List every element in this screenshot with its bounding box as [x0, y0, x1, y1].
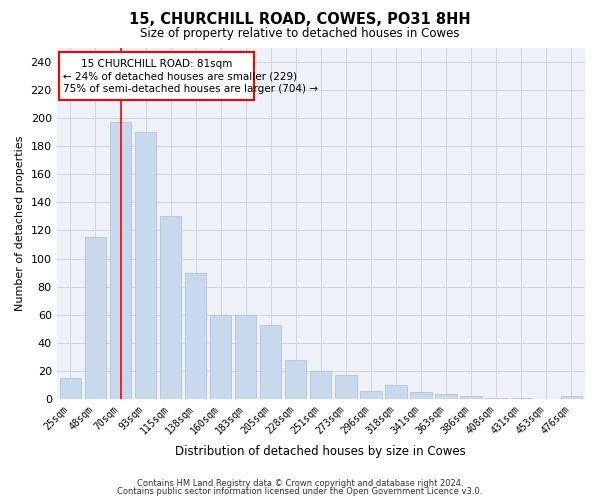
Bar	[485, 398, 507, 400]
Bar	[310, 371, 331, 400]
Bar	[85, 238, 106, 400]
Bar	[410, 392, 431, 400]
FancyBboxPatch shape	[59, 52, 254, 100]
Bar	[460, 396, 482, 400]
Bar	[436, 394, 457, 400]
Text: 15, CHURCHILL ROAD, COWES, PO31 8HH: 15, CHURCHILL ROAD, COWES, PO31 8HH	[129, 12, 471, 28]
Bar	[110, 122, 131, 400]
Bar	[160, 216, 181, 400]
Text: 75% of semi-detached houses are larger (704) →: 75% of semi-detached houses are larger (…	[63, 84, 318, 94]
Bar	[560, 396, 582, 400]
Bar	[185, 272, 206, 400]
Text: ← 24% of detached houses are smaller (229): ← 24% of detached houses are smaller (22…	[63, 72, 297, 82]
Y-axis label: Number of detached properties: Number of detached properties	[15, 136, 25, 311]
Bar	[210, 315, 232, 400]
Text: Size of property relative to detached houses in Cowes: Size of property relative to detached ho…	[140, 28, 460, 40]
Bar	[60, 378, 81, 400]
X-axis label: Distribution of detached houses by size in Cowes: Distribution of detached houses by size …	[175, 444, 466, 458]
Bar	[260, 324, 281, 400]
Bar	[285, 360, 307, 400]
Bar	[360, 391, 382, 400]
Bar	[385, 385, 407, 400]
Bar	[135, 132, 156, 400]
Bar	[335, 376, 356, 400]
Text: Contains public sector information licensed under the Open Government Licence v3: Contains public sector information licen…	[118, 487, 482, 496]
Bar	[235, 315, 256, 400]
Text: Contains HM Land Registry data © Crown copyright and database right 2024.: Contains HM Land Registry data © Crown c…	[137, 478, 463, 488]
Text: 15 CHURCHILL ROAD: 81sqm: 15 CHURCHILL ROAD: 81sqm	[81, 59, 233, 69]
Bar	[511, 398, 532, 400]
